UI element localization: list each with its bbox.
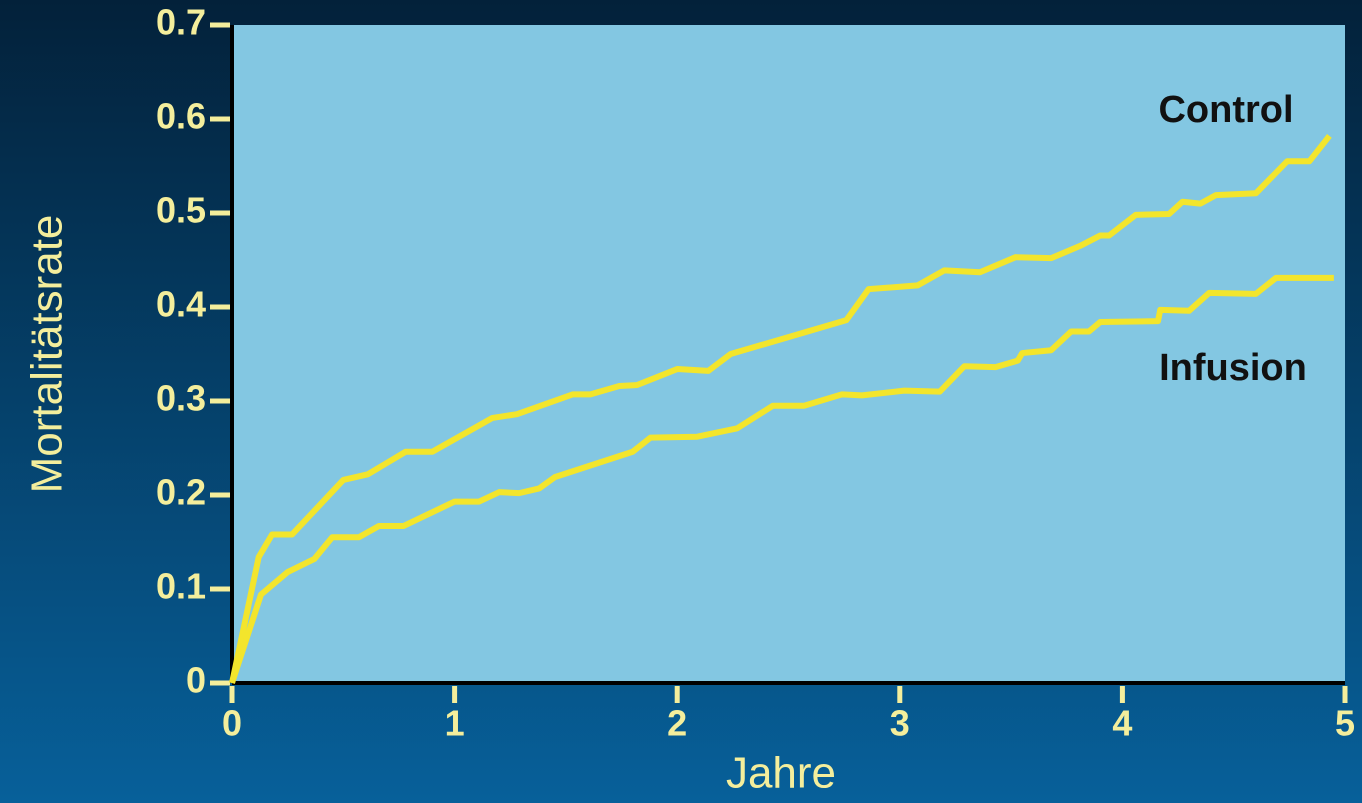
y-tick-label: 0.3 xyxy=(156,378,206,419)
y-tick-label: 0.7 xyxy=(156,2,206,43)
line xyxy=(229,274,1334,684)
y-axis-label: Mortalitätsrate xyxy=(23,215,72,494)
y-tick-label: 0.5 xyxy=(156,190,206,231)
y-tick-label: 0 xyxy=(186,660,206,701)
y-tick-label: 0.6 xyxy=(156,96,206,137)
x-tick-label: 2 xyxy=(667,703,687,744)
annotation: Control xyxy=(1158,89,1293,131)
line xyxy=(229,134,1332,684)
annotation: Infusion xyxy=(1159,347,1307,389)
x-tick-label: 5 xyxy=(1335,703,1355,744)
y-tick-label: 0.4 xyxy=(156,284,206,325)
x-tick-label: 4 xyxy=(1112,703,1132,744)
x-tick-label: 3 xyxy=(890,703,910,744)
x-tick-label: 0 xyxy=(222,703,242,744)
y-tick-label: 0.1 xyxy=(156,566,206,607)
y-tick-label: 0.2 xyxy=(156,472,206,513)
plot-area xyxy=(232,25,1345,683)
x-axis-label: Jahre xyxy=(726,749,836,798)
x-tick-label: 1 xyxy=(445,703,465,744)
